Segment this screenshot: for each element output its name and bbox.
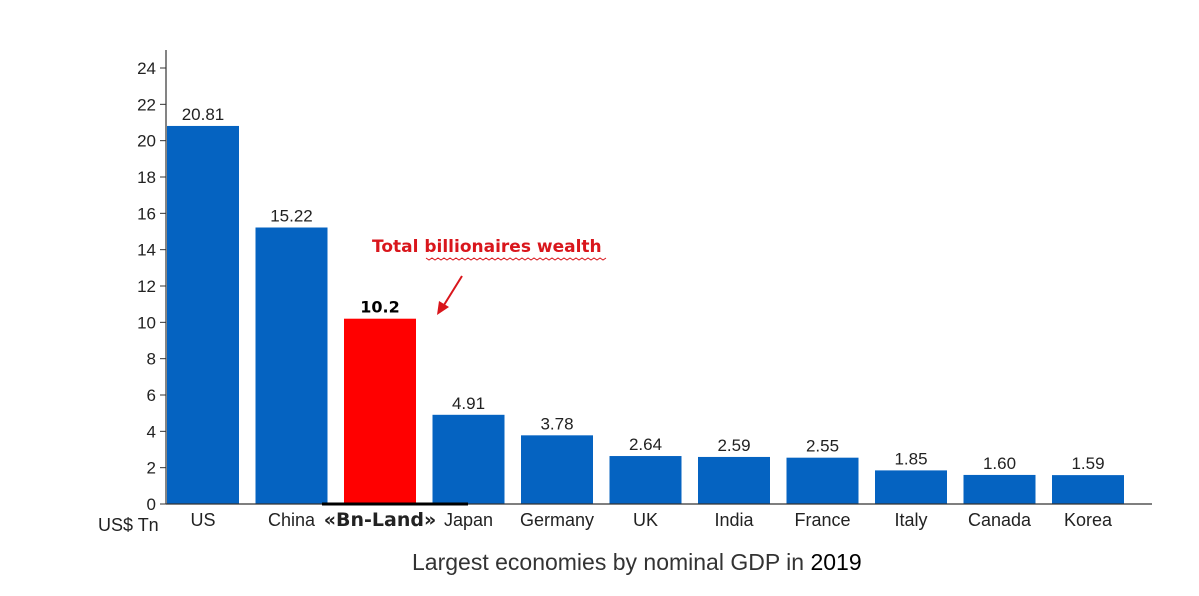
bar-canada xyxy=(963,474,1036,504)
category-label: «Bn-Land» xyxy=(324,509,437,531)
annotation-arrow xyxy=(443,275,463,306)
data-label: 1.60 xyxy=(983,454,1016,473)
y-tick-label: 4 xyxy=(147,422,156,441)
category-label: Canada xyxy=(968,510,1032,530)
category-label: US xyxy=(190,510,215,530)
y-tick-label: 14 xyxy=(137,241,156,260)
bar-us xyxy=(167,125,239,505)
bar-bn-land xyxy=(344,318,416,504)
data-label: 10.2 xyxy=(360,298,399,317)
y-tick-label: 10 xyxy=(137,313,156,332)
data-label: 20.81 xyxy=(182,105,225,124)
bar-india xyxy=(698,456,770,504)
category-labels: US China «Bn-Land» Japan Germany UK India Franc… xyxy=(190,509,1113,531)
category-label: Japan xyxy=(444,510,493,530)
data-label: 15.22 xyxy=(270,207,313,226)
data-label: 3.78 xyxy=(540,414,573,433)
category-label: China xyxy=(268,510,316,530)
annotation: Total billionaires wealth xyxy=(372,237,607,315)
bar-japan xyxy=(432,414,505,504)
y-tick-label: 6 xyxy=(147,386,156,405)
category-label: Germany xyxy=(520,510,594,530)
data-label: 2.59 xyxy=(717,436,750,455)
caption-year: 2019 xyxy=(810,549,861,575)
category-label: Italy xyxy=(894,510,927,530)
y-tick-label: 8 xyxy=(147,350,156,369)
y-tick-label: 2 xyxy=(147,459,156,478)
y-tick-label: 22 xyxy=(137,95,156,114)
annotation-squiggle-underline xyxy=(425,257,607,261)
value-labels: 20.81 15.22 10.2 4.91 3.78 2.64 2.59 2.55 1.85 1.… xyxy=(182,105,1105,473)
bar-italy xyxy=(875,470,947,504)
bars xyxy=(167,125,1124,505)
data-label: 1.85 xyxy=(894,449,927,468)
bar-china xyxy=(255,227,328,504)
category-label: UK xyxy=(633,510,658,530)
data-label: 2.55 xyxy=(806,437,839,456)
category-label: India xyxy=(714,510,754,530)
bar-france xyxy=(786,457,859,504)
caption-text: Largest economies by nominal GDP in xyxy=(412,549,810,575)
annotation-text: Total billionaires wealth xyxy=(372,237,602,257)
data-label: 2.64 xyxy=(629,435,662,454)
bar-uk xyxy=(609,456,682,504)
data-label: 4.91 xyxy=(452,394,485,413)
y-tick-label: 16 xyxy=(137,204,156,223)
annotation-arrowhead xyxy=(437,301,449,315)
category-label: Korea xyxy=(1064,510,1113,530)
bar-korea xyxy=(1052,475,1124,504)
y-tick-label: 24 xyxy=(137,59,156,78)
y-tick-label: 20 xyxy=(137,132,156,151)
category-label: France xyxy=(794,510,850,530)
axes xyxy=(165,50,1152,506)
y-tick-label: 18 xyxy=(137,168,156,187)
y-tick-label: 0 xyxy=(147,495,156,514)
y-axis-unit-label: US$ Tn xyxy=(98,515,159,535)
chart-caption: Largest economies by nominal GDP in 2019 xyxy=(412,549,862,575)
data-label: 1.59 xyxy=(1071,454,1104,473)
y-tick-label: 12 xyxy=(137,277,156,296)
bar-germany xyxy=(521,435,593,504)
